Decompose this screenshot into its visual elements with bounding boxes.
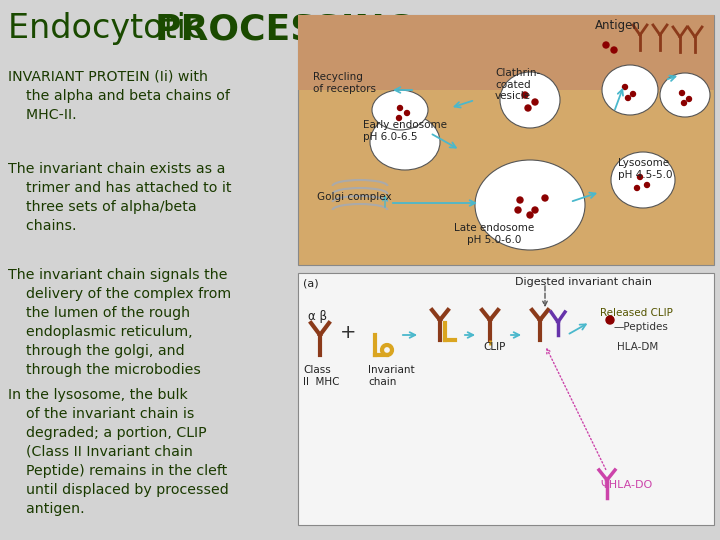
Circle shape <box>644 183 649 187</box>
Text: Early endosome
pH 6.0-6.5: Early endosome pH 6.0-6.5 <box>363 120 447 141</box>
Circle shape <box>525 105 531 111</box>
Ellipse shape <box>372 90 428 130</box>
Text: The invariant chain exists as a
    trimer and has attached to it
    three sets: The invariant chain exists as a trimer a… <box>8 162 232 233</box>
Text: PROCESSING:: PROCESSING: <box>155 12 430 46</box>
Text: Late endosome
pH 5.0-6.0: Late endosome pH 5.0-6.0 <box>454 223 534 245</box>
Text: Golgi complex: Golgi complex <box>317 192 392 202</box>
Circle shape <box>680 91 685 96</box>
Circle shape <box>397 105 402 111</box>
Text: Antigen: Antigen <box>595 19 641 32</box>
Text: The invariant chain signals the
    delivery of the complex from
    the lumen o: The invariant chain signals the delivery… <box>8 268 231 377</box>
Circle shape <box>606 316 614 324</box>
Circle shape <box>623 84 628 90</box>
Circle shape <box>517 197 523 203</box>
Bar <box>298 273 714 525</box>
Circle shape <box>542 195 548 201</box>
Ellipse shape <box>475 160 585 250</box>
Text: Clathrin-
coated
vesicle: Clathrin- coated vesicle <box>495 68 540 101</box>
Text: Class
II  MHC: Class II MHC <box>303 365 340 387</box>
Text: α β: α β <box>308 310 327 323</box>
Circle shape <box>637 174 642 179</box>
Circle shape <box>515 207 521 213</box>
Circle shape <box>522 92 528 98</box>
Text: Released CLIP: Released CLIP <box>600 308 673 318</box>
Circle shape <box>603 42 609 48</box>
Text: Digested invariant chain: Digested invariant chain <box>515 277 652 287</box>
Text: Endocytotic: Endocytotic <box>8 12 215 45</box>
Circle shape <box>682 100 686 105</box>
Ellipse shape <box>611 152 675 208</box>
Text: Recycling
of receptors: Recycling of receptors <box>313 72 376 93</box>
Ellipse shape <box>602 65 658 115</box>
Text: ΨHLA-DO: ΨHLA-DO <box>600 480 652 490</box>
Text: (a): (a) <box>303 278 319 288</box>
Text: +: + <box>340 323 356 342</box>
Circle shape <box>397 116 402 120</box>
Circle shape <box>626 96 631 100</box>
Circle shape <box>532 207 538 213</box>
Bar <box>298 15 714 265</box>
Circle shape <box>686 97 691 102</box>
Ellipse shape <box>660 73 710 117</box>
Circle shape <box>405 111 410 116</box>
Text: In the lysosome, the bulk
    of the invariant chain is
    degraded; a portion,: In the lysosome, the bulk of the invaria… <box>8 388 229 516</box>
Circle shape <box>611 47 617 53</box>
Ellipse shape <box>370 114 440 170</box>
Text: Lysosome
pH 4.5-5.0: Lysosome pH 4.5-5.0 <box>618 158 672 180</box>
Ellipse shape <box>500 72 560 128</box>
Circle shape <box>532 99 538 105</box>
Circle shape <box>527 212 533 218</box>
Circle shape <box>631 91 636 97</box>
Circle shape <box>634 186 639 191</box>
Text: CLIP: CLIP <box>483 342 505 352</box>
Text: —Peptides: —Peptides <box>614 322 669 332</box>
Bar <box>298 15 714 90</box>
Text: Invariant
chain: Invariant chain <box>368 365 415 387</box>
Text: HLA-DM: HLA-DM <box>617 342 658 352</box>
Text: INVARIANT PROTEIN (Ii) with
    the alpha and beta chains of
    MHC-II.: INVARIANT PROTEIN (Ii) with the alpha an… <box>8 70 230 122</box>
